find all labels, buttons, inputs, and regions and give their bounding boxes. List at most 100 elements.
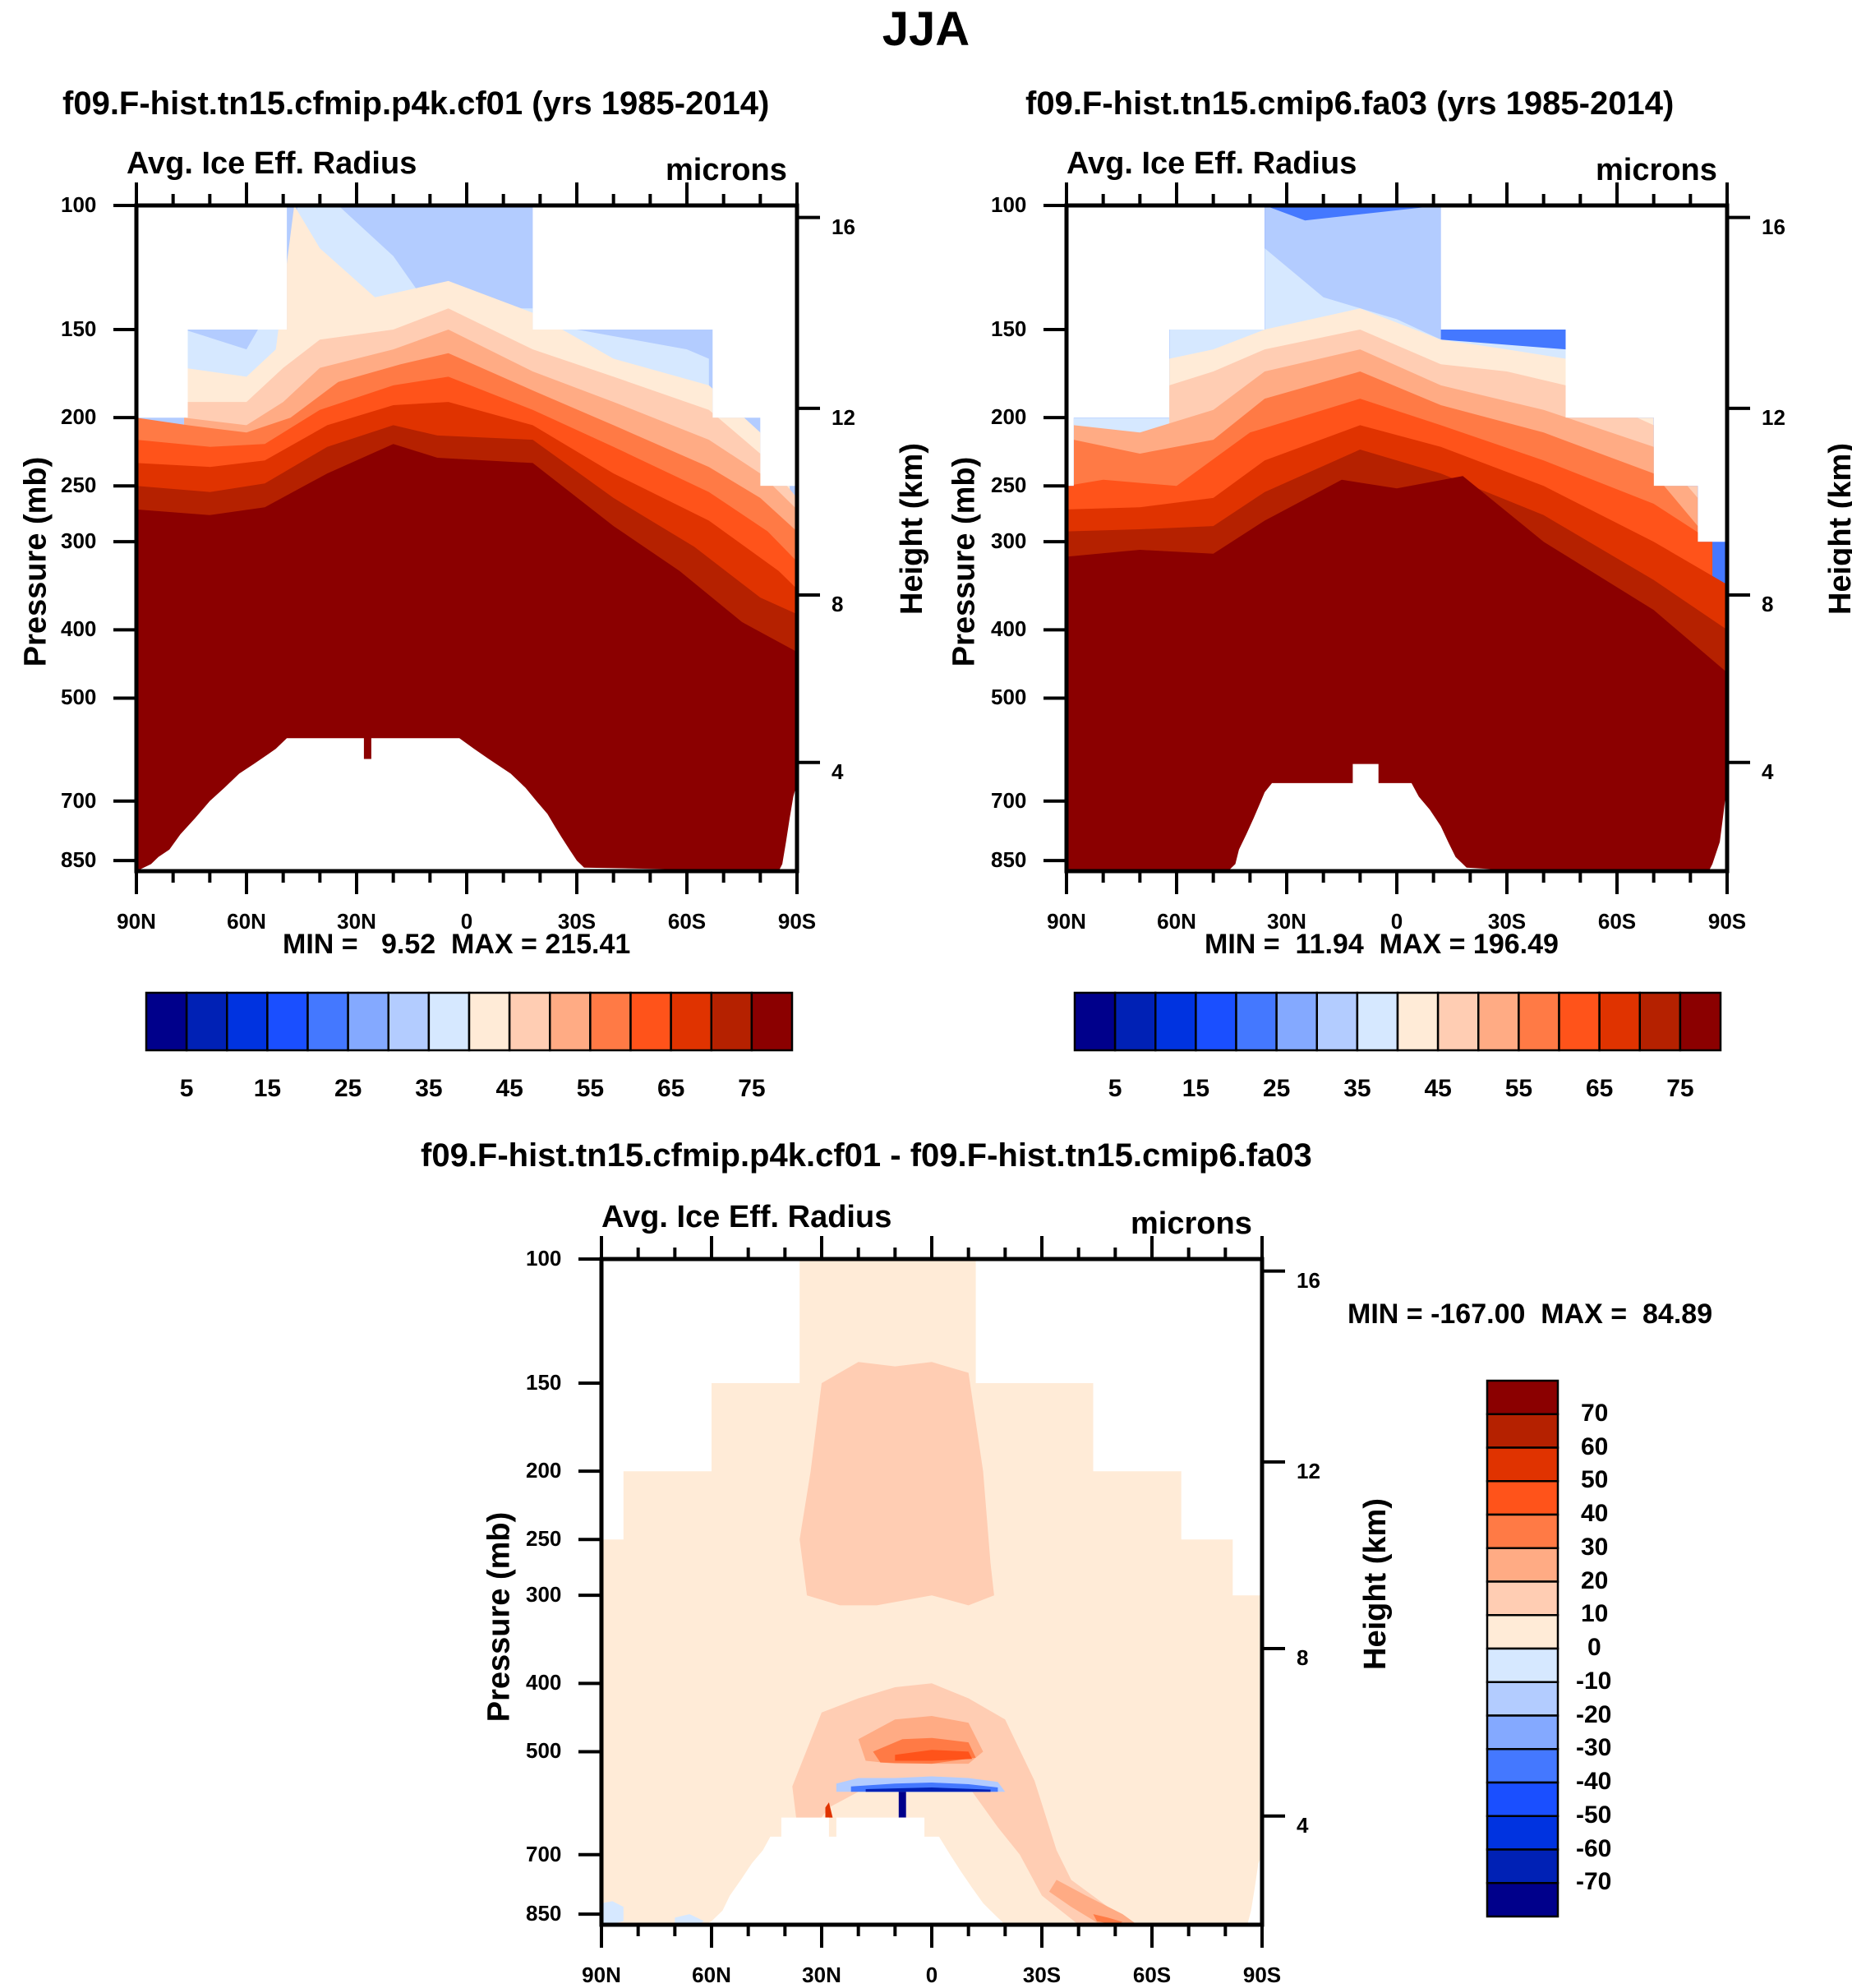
panel-diff-colorbar <box>1486 1379 1559 1918</box>
colorbar-label: 65 <box>1585 1075 1614 1102</box>
y-tick-label: 300 <box>61 528 97 554</box>
colorbar-box <box>1486 1413 1559 1449</box>
panel-right-min-max: MIN = 11.94 MAX = 196.49 <box>1205 929 1559 960</box>
colorbar-box <box>1486 1446 1559 1483</box>
x-tick-label: 0 <box>460 909 473 934</box>
panel-left-units-label: microns <box>666 153 787 187</box>
colorbar-box <box>710 991 753 1052</box>
contour-blob-level-7 <box>601 1901 624 1925</box>
y2-tick-label: 4 <box>1297 1812 1309 1838</box>
colorbar-label: 45 <box>1424 1075 1452 1102</box>
x-tick-label: 30N <box>337 909 376 934</box>
contour-field <box>1067 205 1727 871</box>
colorbar-label: -30 <box>1576 1734 1612 1762</box>
colorbar-box <box>306 991 349 1052</box>
y-tick-label: 850 <box>61 847 97 873</box>
colorbar-box <box>1396 991 1440 1052</box>
y2-tick-label: 16 <box>1762 214 1785 239</box>
panel-right-title: f09.F-hist.tn15.cmip6.fa03 (yrs 1985-201… <box>1025 85 1675 122</box>
colorbar-label: 15 <box>253 1075 282 1102</box>
colorbar-box <box>226 991 269 1052</box>
x-tick-label: 90S <box>1707 909 1747 934</box>
y-tick-label: 850 <box>526 1901 562 1926</box>
x-tick-label: 0 <box>925 1963 938 1987</box>
colorbar-box <box>145 991 188 1052</box>
y-tick-label: 500 <box>61 685 97 710</box>
panel-left-plot <box>113 182 820 894</box>
x-tick-label: 60N <box>227 909 266 934</box>
x-tick-label: 60S <box>1132 1963 1172 1987</box>
panel-diff-min-max: MIN = -167.00 MAX = 84.89 <box>1348 1298 1713 1330</box>
colorbar-label: 55 <box>1504 1075 1533 1102</box>
colorbar-box <box>1486 1748 1559 1784</box>
panel-diff-variable-label: Avg. Ice Eff. Radius <box>601 1200 892 1234</box>
x-tick-label: 30N <box>1267 909 1306 934</box>
x-tick-label: 60S <box>667 909 707 934</box>
colorbar-label: 30 <box>1581 1533 1609 1561</box>
colorbar-box <box>1486 1379 1559 1415</box>
y-tick-label: 250 <box>61 473 97 498</box>
colorbar-label: 75 <box>738 1075 766 1102</box>
colorbar-label: -70 <box>1576 1868 1612 1896</box>
x-tick-label: 60S <box>1597 909 1637 934</box>
panel-right-y-axis-title: Pressure (mb) <box>947 456 982 667</box>
colorbar-box <box>629 991 672 1052</box>
y-tick-label: 150 <box>61 316 97 342</box>
colorbar-label: 65 <box>656 1075 685 1102</box>
contour-field <box>601 1259 1262 1925</box>
y-tick-label: 300 <box>991 528 1027 554</box>
y-tick-label: 400 <box>991 616 1027 642</box>
colorbar-box <box>1558 991 1601 1052</box>
colorbar-box <box>1477 991 1520 1052</box>
colorbar-box <box>1486 1513 1559 1549</box>
x-tick-label: 90N <box>582 1963 621 1987</box>
panel-right-units-label: microns <box>1596 153 1717 187</box>
colorbar-box <box>750 991 794 1052</box>
y2-tick-label: 12 <box>832 404 855 430</box>
x-tick-label: 30S <box>1022 1963 1062 1987</box>
panel-right-plot <box>1043 182 1750 894</box>
panel-diff-units-label: microns <box>1131 1206 1252 1241</box>
colorbar-label: 40 <box>1581 1500 1609 1527</box>
y2-tick-label: 8 <box>832 591 844 616</box>
x-tick-label: 30S <box>557 909 597 934</box>
colorbar-label: -10 <box>1576 1667 1612 1695</box>
contour-blob-level-7 <box>675 1914 705 1925</box>
panel-diff-title: f09.F-hist.tn15.cfmip.p4k.cf01 - f09.F-h… <box>421 1137 1312 1174</box>
panel-right-y2-axis-title: Height (km) <box>1823 443 1852 615</box>
contour-blob-level-1 <box>865 1787 991 1792</box>
colorbar-label: 45 <box>495 1075 523 1102</box>
panel-left-min-max: MIN = 9.52 MAX = 215.41 <box>283 929 631 960</box>
colorbar-box <box>1275 991 1318 1052</box>
colorbar-label: 5 <box>1108 1075 1122 1102</box>
panel-right-variable-label: Avg. Ice Eff. Radius <box>1067 146 1357 181</box>
colorbar-box <box>1518 991 1560 1052</box>
y-tick-label: 400 <box>526 1670 562 1695</box>
colorbar-box <box>1486 1882 1559 1918</box>
colorbar-box <box>1195 991 1237 1052</box>
y2-tick-label: 16 <box>1297 1267 1320 1293</box>
panel-left-y2-axis-title: Height (km) <box>895 443 929 615</box>
y-tick-label: 700 <box>991 787 1027 813</box>
colorbar-label: 55 <box>576 1075 605 1102</box>
x-tick-label: 90N <box>117 909 156 934</box>
colorbar-box <box>1486 1681 1559 1717</box>
y-tick-label: 250 <box>991 473 1027 498</box>
colorbar-label: -50 <box>1576 1801 1612 1829</box>
x-tick-label: 60N <box>1157 909 1196 934</box>
colorbar-label: -40 <box>1576 1768 1612 1795</box>
y-tick-label: 500 <box>526 1738 562 1764</box>
panel-diff-y-axis-title: Pressure (mb) <box>481 1511 517 1723</box>
x-tick-label: 90S <box>777 909 817 934</box>
terrain-mask <box>601 1817 1262 1942</box>
colorbar-box <box>1073 991 1117 1052</box>
x-tick-label: 0 <box>1390 909 1403 934</box>
colorbar-label: 10 <box>1581 1600 1609 1628</box>
colorbar-box <box>1356 991 1399 1052</box>
y2-tick-label: 8 <box>1297 1644 1309 1670</box>
x-tick-label: 30S <box>1487 909 1527 934</box>
panel-left-variable-label: Avg. Ice Eff. Radius <box>127 146 417 181</box>
y-tick-label: 300 <box>526 1582 562 1607</box>
colorbar-box <box>1113 991 1157 1052</box>
panel-diff-y2-axis-title: Height (km) <box>1358 1498 1393 1670</box>
